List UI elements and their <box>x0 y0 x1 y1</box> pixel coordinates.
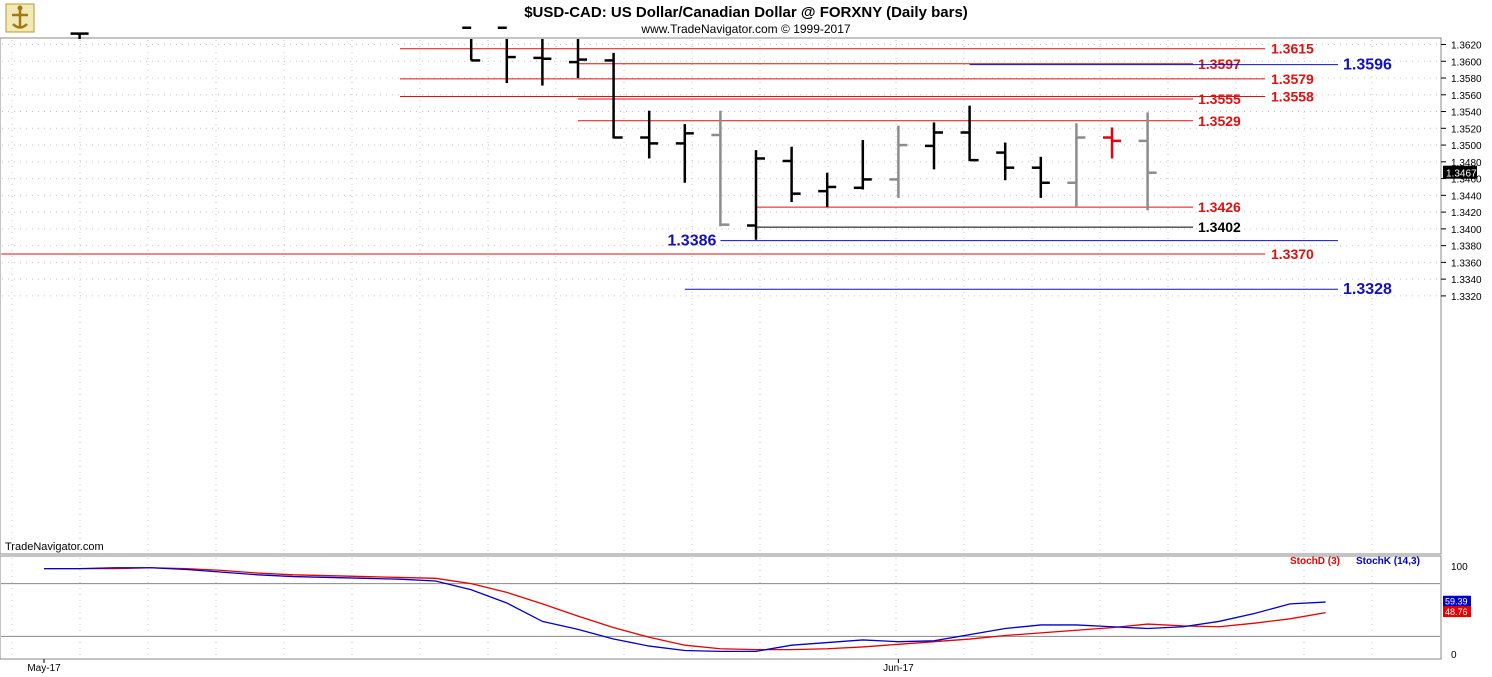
y-tick-label: 1.3400 <box>1451 225 1482 236</box>
level-label-1.3370: 1.3370 <box>1271 246 1314 262</box>
ohlc-bar <box>675 124 694 183</box>
stochK-last-box <box>1443 595 1471 607</box>
stochastic-lines <box>44 567 1326 653</box>
ohlc-bar <box>533 39 552 86</box>
ohlc-bar <box>569 39 587 79</box>
stochD-last-label: 48.76 <box>1445 607 1468 617</box>
level-label-1.3579: 1.3579 <box>1271 71 1314 87</box>
ohlc-bar <box>1031 156 1050 198</box>
last-price-box <box>1443 165 1477 179</box>
y-tick-label: 1.3500 <box>1451 141 1482 152</box>
ohlc-bar <box>889 125 908 198</box>
stoch-tick-label: 100 <box>1451 562 1468 573</box>
level-label-1.3402: 1.3402 <box>1198 219 1241 235</box>
legend-stochD: StochD (3) <box>1290 556 1340 567</box>
ohlc-bar <box>462 26 481 62</box>
watermark: TradeNavigator.com <box>5 541 104 553</box>
ohlc-bar <box>1103 127 1121 159</box>
level-label-1.3328: 1.3328 <box>1343 281 1392 298</box>
level-label-1.3596: 1.3596 <box>1343 57 1392 74</box>
ohlc-bar <box>925 122 943 170</box>
ship-wheel-logo-icon <box>5 3 35 33</box>
y-tick-label: 1.3380 <box>1451 242 1482 253</box>
x-tick-label: May-17 <box>27 663 61 674</box>
chart-title: $USD-CAD: US Dollar/Canadian Dollar @ FO… <box>524 4 968 21</box>
ohlc-bar <box>996 142 1015 181</box>
chart-subtitle: www.TradeNavigator.com © 1999-2017 <box>640 22 850 36</box>
level-label-1.3426: 1.3426 <box>1198 199 1241 215</box>
ohlc-bar <box>853 140 872 190</box>
y-tick-label: 1.3600 <box>1451 57 1482 68</box>
series-StochK (14,3) <box>44 567 1326 653</box>
stochastic-grid <box>1 558 1440 657</box>
price-axis: 1.3620 1.3600 1.3580 1.3560 1.3540 1.3520 1.35… <box>1441 41 1482 303</box>
y-tick-label: 1.3480 <box>1451 158 1482 169</box>
ohlc-bar <box>497 26 516 84</box>
x-tick-label: Jun-17 <box>883 663 914 674</box>
price-bars <box>70 26 1157 240</box>
level-label-1.3558: 1.3558 <box>1271 88 1314 104</box>
level-label-1.3555: 1.3555 <box>1198 91 1241 107</box>
ohlc-bar <box>1067 123 1086 208</box>
ohlc-bar <box>960 105 979 162</box>
level-label-1.3529: 1.3529 <box>1198 113 1241 129</box>
stoch-tick-label: 0 <box>1451 650 1457 661</box>
last-price-label: 1.3467 <box>1446 169 1477 180</box>
ohlc-bar <box>818 172 837 208</box>
stochK-last-label: 59.39 <box>1445 597 1468 607</box>
ohlc-bar <box>747 150 765 240</box>
ohlc-bar <box>711 110 730 227</box>
x-axis: May-17 Jun-17 <box>27 659 914 674</box>
level-label-1.3615: 1.3615 <box>1271 41 1314 57</box>
ohlc-bar <box>604 52 623 139</box>
ohlc-bar <box>1138 112 1157 211</box>
ohlc-bar <box>640 110 659 159</box>
y-tick-label: 1.3340 <box>1451 275 1482 286</box>
series-StochD (3) <box>44 567 1326 651</box>
y-tick-label: 1.3460 <box>1451 175 1482 186</box>
y-tick-label: 1.3360 <box>1451 258 1482 269</box>
y-tick-label: 1.3420 <box>1451 208 1482 219</box>
price-grid <box>2 40 1438 552</box>
ohlc-bar <box>70 32 89 39</box>
legend-stochK: StochK (14,3) <box>1356 556 1420 567</box>
y-tick-label: 1.3580 <box>1451 74 1482 85</box>
ohlc-bar <box>782 146 801 203</box>
level-label-1.3386: 1.3386 <box>667 233 716 250</box>
y-tick-label: 1.3320 <box>1451 292 1482 303</box>
stochD-last-box <box>1443 606 1471 618</box>
y-tick-label: 1.3520 <box>1451 124 1482 135</box>
level-label-1.3597: 1.3597 <box>1198 56 1241 72</box>
y-tick-label: 1.3440 <box>1451 191 1482 202</box>
y-tick-label: 1.3540 <box>1451 108 1482 119</box>
y-tick-label: 1.3620 <box>1451 41 1482 52</box>
y-tick-label: 1.3560 <box>1451 91 1482 102</box>
